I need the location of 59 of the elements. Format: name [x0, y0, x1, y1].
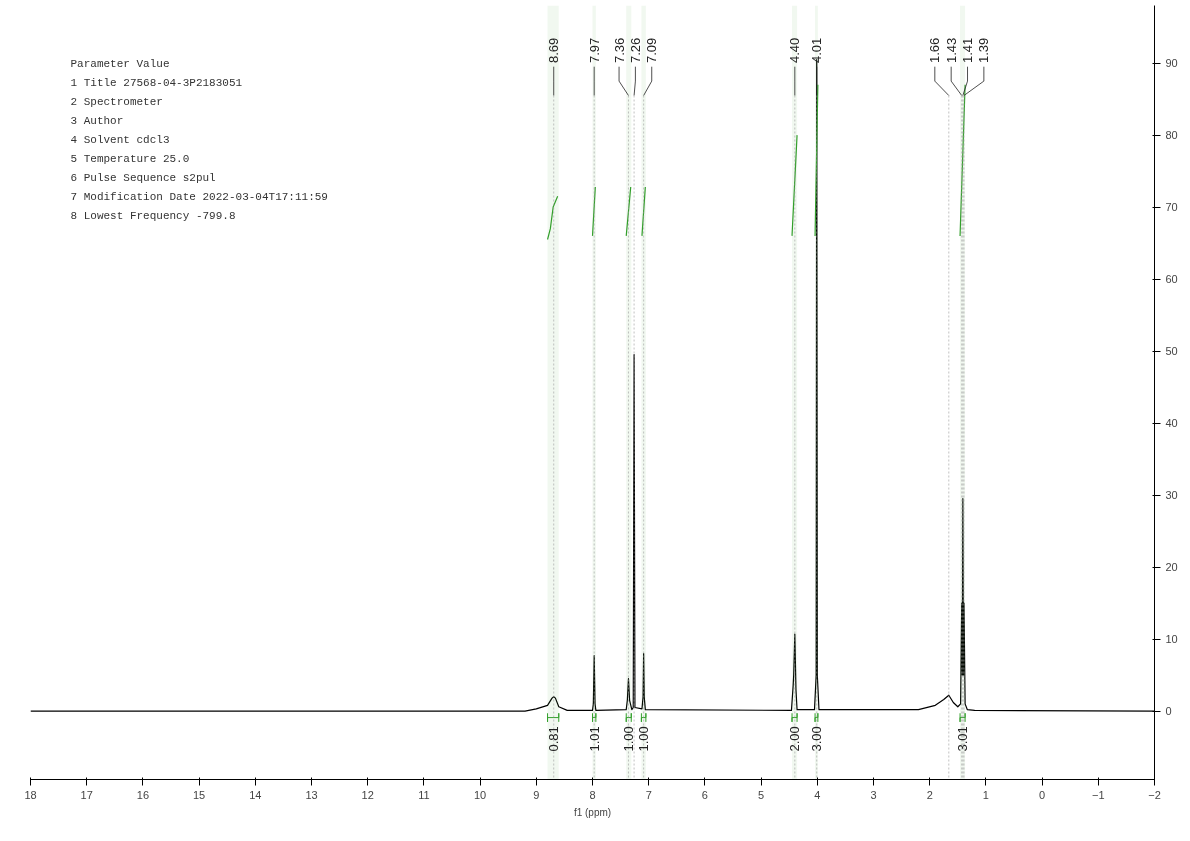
x-tick-label: 11: [418, 788, 430, 801]
y-tick-label: 30: [1165, 489, 1178, 502]
x-tick-label: 17: [80, 788, 93, 801]
x-tick-label: −2: [1148, 788, 1161, 801]
annotation: 3 Author: [70, 114, 124, 127]
x-tick-label: 10: [473, 788, 487, 801]
annotation: 7 Modification Date 2022-03-04T17:11:59: [70, 190, 328, 203]
y-tick-label: 90: [1165, 57, 1178, 70]
x-tick-label: 13: [305, 788, 318, 801]
ref-line-label: 1.41: [960, 37, 976, 64]
band-label: 3.00: [808, 726, 824, 752]
y-tick-label: 60: [1165, 273, 1178, 286]
y-tick-label: 10: [1165, 633, 1178, 646]
band-label: 3.01: [955, 726, 971, 752]
band-label: 0.81: [545, 726, 561, 752]
ref-line-label: 8.69: [546, 37, 562, 64]
y-tick-label: 20: [1165, 561, 1178, 574]
ref-line-label: 7.36: [611, 37, 627, 64]
annotation: 1 Title 27568-04-3P2183051: [70, 76, 243, 89]
x-tick-label: 6: [701, 788, 708, 801]
y-tick-label: 70: [1165, 201, 1178, 214]
ref-line-label: 1.39: [976, 37, 992, 64]
x-tick-label: 16: [136, 788, 150, 801]
y-tick-label: 50: [1165, 345, 1178, 358]
band-label: 1.00: [636, 726, 652, 752]
annotation: Parameter Value: [70, 57, 170, 70]
ref-line-label: 1.43: [943, 37, 959, 64]
x-tick-label: 7: [645, 788, 652, 801]
ref-line-label: 4.01: [809, 37, 825, 64]
x-tick-label: 0: [1039, 788, 1046, 801]
x-tick-label: 8: [589, 788, 596, 801]
ref-line-label: 4.40: [787, 37, 803, 64]
x-tick-label: 14: [249, 788, 262, 801]
x-tick-label: 9: [533, 788, 540, 801]
x-tick-label: −1: [1092, 788, 1105, 801]
band-label: 2.00: [787, 726, 803, 752]
x-tick-label: 3: [870, 788, 877, 801]
annotation: 8 Lowest Frequency -799.8: [70, 209, 236, 222]
x-tick-label: 5: [758, 788, 765, 801]
x-axis-title: f1 (ppm): [573, 806, 612, 818]
annotation: 4 Solvent cdcl3: [70, 133, 170, 146]
x-tick-label: 15: [192, 788, 206, 801]
annotation: 5 Temperature 25.0: [70, 152, 190, 165]
y-tick-label: 0: [1165, 705, 1172, 718]
y-tick-label: 40: [1165, 417, 1178, 430]
x-tick-label: 4: [814, 788, 821, 801]
ref-line-label: 1.66: [927, 37, 943, 64]
x-tick-label: 1: [982, 788, 989, 801]
ref-line-label: 7.09: [644, 37, 660, 64]
annotation: 6 Pulse Sequence s2pul: [70, 171, 216, 184]
band-label: 1.00: [621, 726, 637, 752]
ref-line-label: 7.97: [586, 37, 602, 64]
annotation: 2 Spectrometer: [70, 95, 163, 108]
x-tick-label: 18: [24, 788, 37, 801]
x-tick-label: 2: [926, 788, 933, 801]
ref-line-label: 7.26: [627, 37, 643, 64]
band-label: 1.01: [586, 726, 602, 752]
x-tick-label: 12: [361, 788, 374, 801]
y-tick-label: 80: [1165, 129, 1178, 142]
